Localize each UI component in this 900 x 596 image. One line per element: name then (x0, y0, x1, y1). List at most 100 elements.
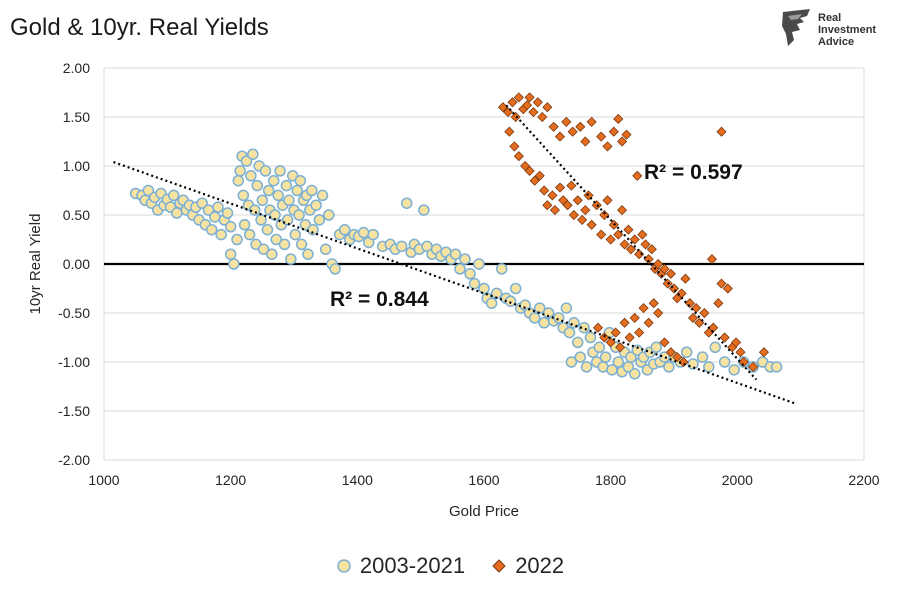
data-point-2022 (547, 190, 558, 201)
x-tick-label: 1200 (215, 472, 246, 488)
data-point-2022 (503, 107, 514, 118)
legend-circle-marker (337, 559, 351, 573)
data-point-2022 (509, 141, 520, 152)
y-tick-label: -0.50 (58, 305, 90, 321)
data-point-2003-2021 (224, 221, 237, 233)
data-point-2022 (605, 337, 616, 348)
data-point-2022 (748, 361, 759, 372)
data-point-2022 (629, 312, 640, 323)
data-point-2003-2021 (305, 184, 318, 197)
data-point-2003-2021 (459, 253, 471, 265)
data-point-2003-2021 (243, 228, 256, 241)
data-point-2022 (640, 239, 651, 250)
data-point-2022 (722, 283, 733, 294)
data-point-2022 (672, 352, 683, 363)
trendline-2003-2021 (113, 161, 795, 405)
data-point-2003-2021 (240, 155, 253, 167)
y-tick-label: 1.50 (63, 109, 90, 125)
data-point-2003-2021 (294, 174, 307, 187)
logo-line-1: Real (818, 12, 842, 24)
data-point-2022 (575, 121, 586, 132)
data-point-2022 (596, 229, 607, 240)
data-point-2003-2021 (291, 184, 303, 197)
data-point-2022 (731, 337, 742, 348)
data-point-2003-2021 (142, 184, 155, 197)
data-point-2022 (637, 229, 648, 240)
data-point-2003-2021 (270, 233, 283, 246)
logo-line-3: Advice (818, 36, 855, 48)
data-point-2022 (758, 347, 769, 358)
data-point-2022 (507, 97, 518, 108)
y-tick-label: -2.00 (58, 452, 90, 468)
chart-title: Gold & 10yr. Real Yields (10, 14, 269, 41)
data-point-2022 (680, 273, 691, 284)
data-point-2022 (716, 278, 727, 289)
data-point-2003-2021 (650, 341, 663, 354)
data-point-2003-2021 (563, 326, 576, 339)
data-point-2022 (566, 180, 577, 191)
data-point-2003-2021 (680, 346, 693, 358)
data-point-2022 (665, 268, 676, 279)
data-point-2003-2021 (478, 282, 490, 295)
data-point-2003-2021 (262, 184, 275, 197)
data-point-2022 (599, 209, 610, 221)
data-point-2022 (513, 92, 524, 103)
series-2003-2021-points (129, 148, 783, 380)
data-point-2022 (542, 102, 553, 113)
data-point-2003-2021 (278, 238, 291, 251)
data-point-2003-2021 (625, 351, 637, 363)
data-point-2003-2021 (251, 179, 264, 192)
data-point-2022 (687, 312, 699, 323)
data-point-2003-2021 (542, 307, 555, 319)
data-point-2003-2021 (528, 312, 541, 324)
data-point-2022 (617, 205, 628, 216)
logo-line-2: Investment (818, 24, 877, 36)
data-point-2003-2021 (257, 243, 270, 256)
data-point-2003-2021 (580, 361, 593, 373)
data-point-2003-2021 (560, 302, 573, 314)
data-point-2003-2021 (612, 356, 625, 368)
data-point-2022 (554, 182, 566, 193)
data-point-2003-2021 (473, 258, 485, 270)
y-tick-label: -1.50 (58, 403, 90, 419)
data-point-2022 (625, 244, 636, 255)
data-point-2022 (522, 100, 533, 111)
x-tick-label: 1800 (595, 472, 626, 488)
data-point-2022 (534, 170, 545, 181)
legend-item-2003-2021: 2003-2021 (336, 553, 465, 579)
data-point-2003-2021 (307, 223, 319, 236)
data-point-2003-2021 (568, 317, 580, 329)
data-point-2003-2021 (215, 228, 227, 241)
data-point-2003-2021 (245, 170, 257, 182)
y-tick-label: -1.00 (58, 354, 90, 370)
data-point-2022 (591, 200, 602, 211)
data-point-2003-2021 (574, 351, 587, 363)
x-axis-title: Gold Price (449, 503, 519, 520)
data-point-2003-2021 (454, 263, 466, 275)
data-point-2003-2021 (687, 358, 699, 370)
data-point-2022 (599, 332, 610, 343)
data-point-2003-2021 (485, 297, 498, 309)
data-point-2003-2021 (316, 189, 329, 202)
logo-text: Real Investment Advice (818, 12, 876, 48)
data-point-2022 (610, 327, 621, 338)
data-point-2022 (706, 254, 718, 265)
r-squared-2003-2021: R² = 0.844 (330, 288, 429, 311)
data-point-2003-2021 (247, 148, 259, 160)
data-point-2003-2021 (272, 189, 284, 202)
x-tick-label: 2200 (848, 472, 879, 488)
data-point-2003-2021 (718, 356, 731, 368)
data-point-2003-2021 (205, 223, 218, 236)
data-point-2022 (659, 337, 670, 348)
data-point-2022 (539, 185, 550, 196)
data-point-2022 (634, 249, 645, 260)
y-tick-label: 1.00 (63, 158, 90, 174)
data-point-2003-2021 (310, 199, 322, 211)
data-point-2022 (653, 307, 664, 319)
data-point-2022 (629, 234, 640, 245)
data-point-2003-2021 (232, 174, 245, 187)
data-point-2022 (619, 239, 630, 250)
data-point-2022 (738, 356, 749, 368)
data-point-2003-2021 (280, 179, 293, 192)
data-point-2003-2021 (267, 174, 280, 187)
